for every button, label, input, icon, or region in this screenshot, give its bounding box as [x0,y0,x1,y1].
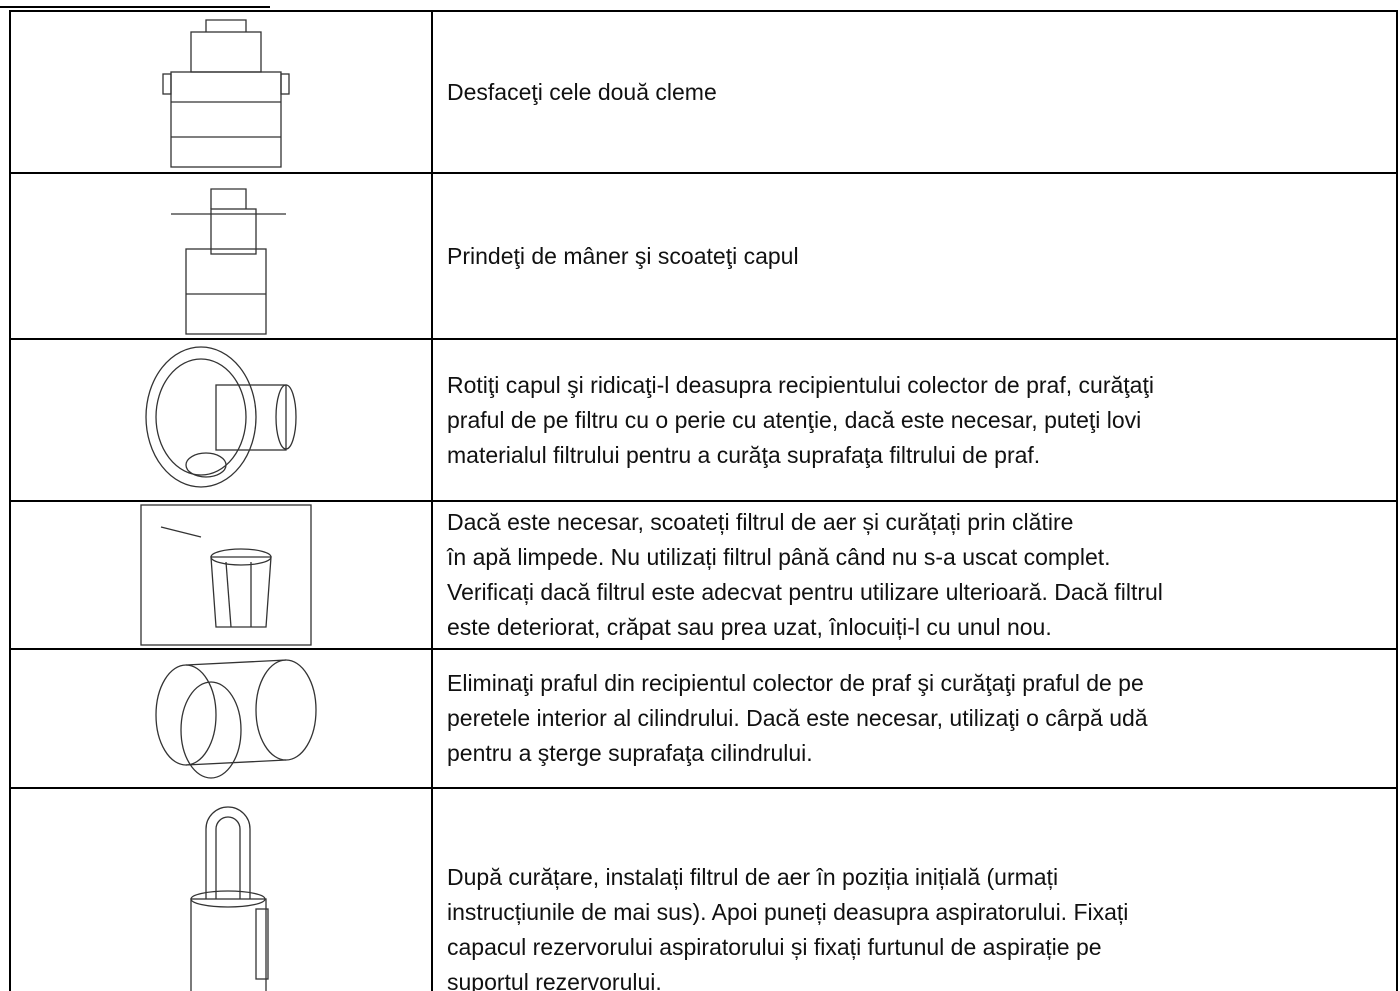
table-row: Prindeţi de mâner şi scoateţi capul [9,172,1398,338]
illustration [140,504,312,646]
text-line: instrucțiunile de mai sus). Apoi puneți … [447,899,1129,925]
illustration-cell [9,340,433,500]
table-row: Desfaceţi cele două cleme [9,10,1398,172]
illustration-cell [9,650,433,787]
illustration-cell [9,174,433,338]
instruction-cell: Rotiţi capul şi ridicaţi-l deasupra reci… [433,340,1398,500]
illustration-cell [9,789,433,991]
illustration [171,188,286,335]
text-line: Verificați dacă filtrul este adecvat pen… [447,579,1163,605]
instruction-cell: Prindeţi de mâner şi scoateţi capul [433,174,1398,338]
text-line: peretele interior al cilindrului. Dacă e… [447,705,1148,731]
instruction-cell: Dacă este necesar, scoateți filtrul de a… [433,502,1398,648]
table-row: Dacă este necesar, scoateți filtrul de a… [9,500,1398,648]
text-line: capacul rezervorului aspiratorului și fi… [447,934,1102,960]
illustration [162,19,290,168]
text-line: Desfaceţi cele două cleme [447,78,717,105]
illustration [190,806,269,991]
table-row: Eliminaţi praful din recipientul colecto… [9,648,1398,787]
text-line: suportul rezervorului. [447,969,662,991]
text-line: Eliminaţi praful din recipientul colecto… [447,670,1144,696]
text-line: în apă limpede. Nu utilizați filtrul pân… [447,544,1111,570]
text-line: pentru a şterge suprafaţa cilindrului. [447,740,813,766]
text-line: Dacă este necesar, scoateți filtrul de a… [447,509,1074,535]
heading-underline [0,6,270,8]
table-row: Rotiţi capul şi ridicaţi-l deasupra reci… [9,338,1398,500]
text-line: După curățare, instalați filtrul de aer … [447,864,1059,890]
text-line: praful de pe filtru cu o perie cu atenţi… [447,406,1142,433]
illustration-cell [9,12,433,172]
instruction-cell: Eliminaţi praful din recipientul colecto… [433,650,1398,787]
instruction-cell: Desfaceţi cele două cleme [433,12,1398,172]
text-line: materialul filtrului pentru a curăţa sup… [447,441,1041,468]
text-line: Prindeţi de mâner şi scoateţi capul [447,242,799,269]
text-line: Rotiţi capul şi ridicaţi-l deasupra reci… [447,371,1154,398]
illustration [155,659,317,779]
instruction-cell: După curățare, instalați filtrul de aer … [433,789,1398,991]
illustration [145,346,297,488]
table-row: După curățare, instalați filtrul de aer … [9,787,1398,991]
illustration-cell [9,502,433,648]
text-line: este deteriorat, crăpat sau prea uzat, î… [447,614,1052,640]
